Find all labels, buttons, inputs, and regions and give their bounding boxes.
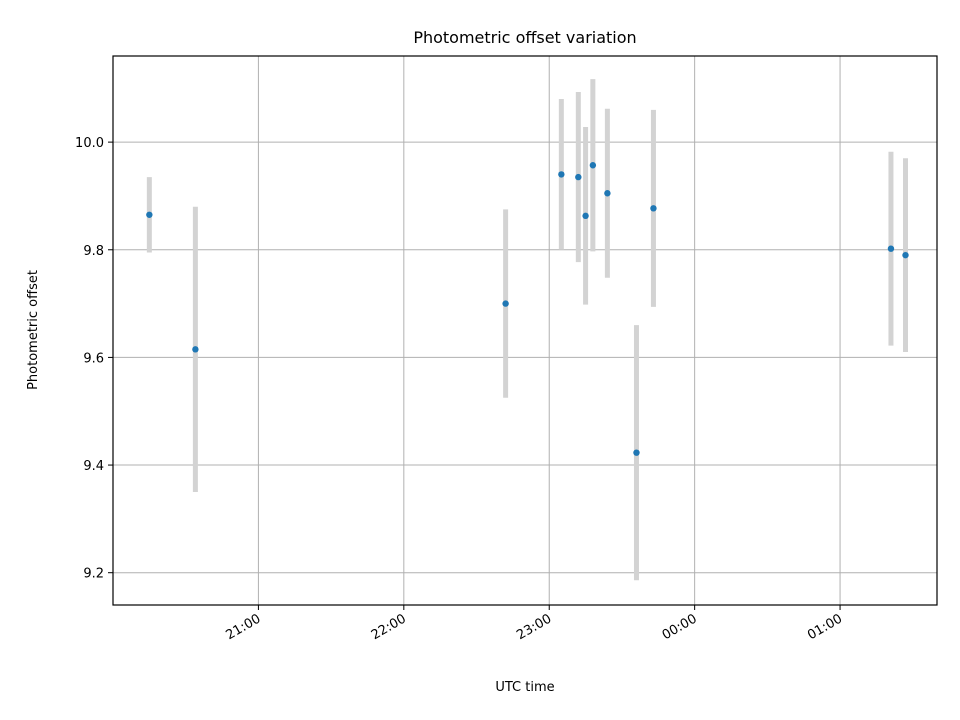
x-axis-ticks: 21:00 22:00 23:00 00:00 01:00 xyxy=(223,605,845,643)
data-point xyxy=(502,300,509,307)
data-point xyxy=(582,212,589,220)
x-tick-label: 23:00 xyxy=(514,611,554,643)
data-point xyxy=(192,346,199,353)
data-point xyxy=(146,211,153,218)
data-point xyxy=(902,251,909,259)
data-point xyxy=(604,190,611,197)
y-tick-label: 9.4 xyxy=(83,459,104,474)
errorbars xyxy=(146,79,908,581)
y-axis-ticks: 9.2 9.4 9.6 9.8 10.0 xyxy=(75,136,113,582)
x-tick-label: 22:00 xyxy=(369,611,409,643)
chart-title: Photometric offset variation xyxy=(413,28,636,47)
x-tick-label: 01:00 xyxy=(805,611,845,643)
data-point xyxy=(575,173,582,181)
data-point xyxy=(650,205,657,212)
x-tick-label: 21:00 xyxy=(223,611,263,643)
x-axis-label: UTC time xyxy=(495,680,554,695)
grid xyxy=(113,56,937,605)
y-tick-label: 10.0 xyxy=(75,136,104,151)
y-tick-label: 9.8 xyxy=(83,244,104,259)
data-point xyxy=(558,171,565,178)
y-tick-label: 9.6 xyxy=(83,351,104,366)
y-axis-label: Photometric offset xyxy=(26,270,41,390)
data-point xyxy=(589,162,597,169)
data-points xyxy=(146,162,909,456)
data-point xyxy=(887,245,895,252)
y-tick-label: 9.2 xyxy=(83,567,104,582)
plot-frame xyxy=(112,55,938,606)
data-point xyxy=(633,449,640,456)
x-tick-label: 00:00 xyxy=(660,611,700,643)
